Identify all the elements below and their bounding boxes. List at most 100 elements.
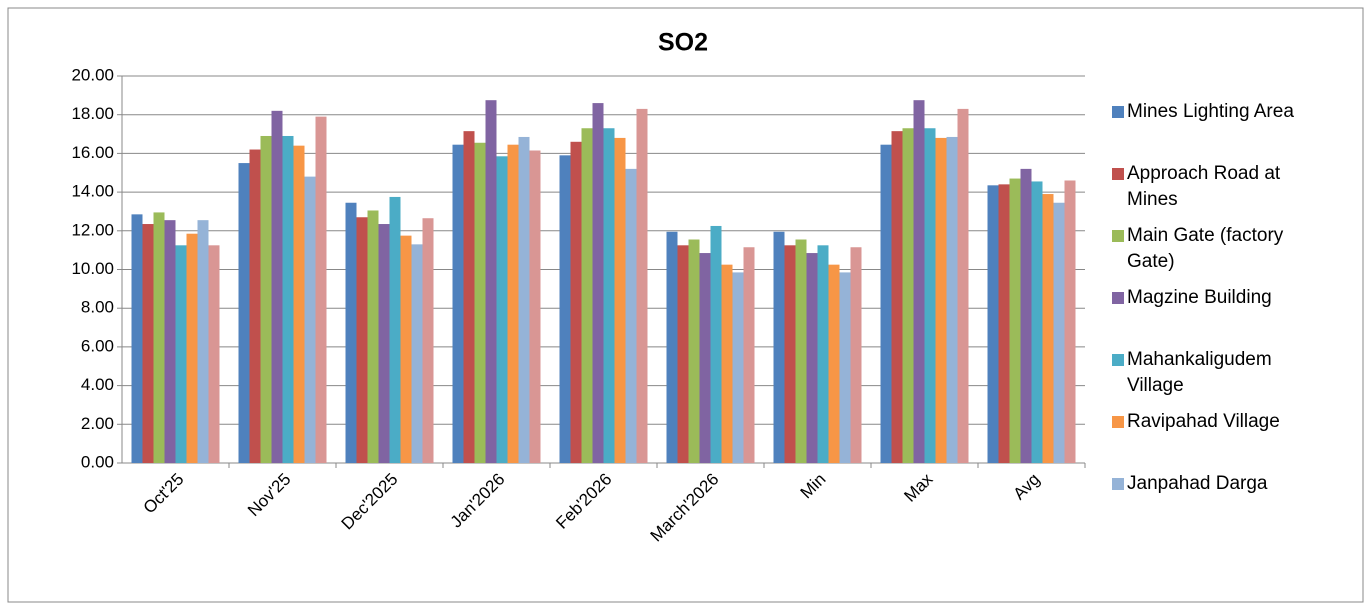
bar [411,244,423,463]
bar [175,245,187,463]
y-tick-label: 0.00 [81,452,114,471]
bar [345,202,357,463]
legend-label: Main Gate (factory Gate) [1127,225,1284,272]
bar [806,253,818,463]
bar [699,253,711,463]
bar [688,239,700,463]
bar [153,212,165,463]
bar [367,210,379,463]
bar [784,245,796,463]
bar [614,137,626,464]
legend-label: Approach Road at Mines [1127,163,1281,210]
legend-label: Janpahad Darga [1127,473,1268,494]
bar [400,235,412,463]
bar [186,233,198,463]
bar [474,142,486,463]
bar [197,220,209,463]
y-tick-label: 8.00 [81,298,114,317]
bar [249,149,261,463]
x-tick-label: Nov'25 [244,470,294,520]
bar [496,156,508,464]
bar [773,231,785,463]
bar [710,225,722,463]
bar [913,100,925,463]
bar [304,176,316,463]
legend-swatch [1112,416,1124,428]
legend-label: Mines Lighting Area [1127,101,1294,122]
legend-swatch [1112,354,1124,366]
bar [378,224,390,463]
bar [518,136,530,463]
bar [260,135,272,464]
bar [957,108,969,464]
legend-item: Mines Lighting Area [1112,99,1327,125]
legend-item: Approach Road at Mines [1112,161,1327,213]
bar [902,128,914,463]
bar [238,163,250,463]
x-tick-label: Feb'2026 [552,470,615,533]
bar [293,145,305,463]
bar [891,131,903,463]
bar [389,196,401,463]
y-tick-label: 20.00 [71,65,114,84]
legend-swatch [1112,230,1124,242]
bar [880,144,892,463]
bar [164,220,176,463]
bar [570,141,582,464]
y-tick-label: 2.00 [81,414,114,433]
legend-label: Mahankaligudem Village [1127,349,1272,396]
legend-item: Main Gate (factory Gate) [1112,223,1327,275]
bar [529,150,541,463]
bar [743,247,755,463]
bar [422,218,434,463]
chart-border [7,7,1364,603]
legend-label: Magzine Building [1127,287,1272,308]
bar [935,137,947,464]
y-tick-label: 14.00 [71,182,114,201]
bar [559,155,571,463]
x-tick-label: Avg [1010,470,1044,504]
legend-item: Mahankaligudem Village [1112,347,1327,399]
legend-swatch [1112,292,1124,304]
legend-item: Ravipahad Village [1112,409,1327,435]
bar [315,116,327,463]
bar [592,103,604,463]
bar [271,110,283,463]
y-tick-label: 6.00 [81,336,114,355]
bar [603,128,615,463]
bar [208,245,220,463]
bar [131,214,143,463]
bar [1009,178,1021,463]
y-tick-label: 16.00 [71,143,114,162]
bar [282,135,294,464]
bar [507,144,519,463]
bar [817,245,829,463]
y-tick-label: 4.00 [81,375,114,394]
x-tick-label: March'2026 [647,470,723,546]
legend-label: Ravipahad Village [1127,411,1280,432]
legend-swatch [1112,168,1124,180]
bar [795,239,807,463]
bar [987,185,999,463]
y-tick-label: 12.00 [71,220,114,239]
bar [924,128,936,463]
bar [677,245,689,463]
x-tick-label: Max [900,469,936,505]
legend-swatch [1112,106,1124,118]
bar [1053,202,1065,463]
bar [666,231,678,463]
bar [828,264,840,463]
bar [1031,181,1043,463]
bar [946,136,958,463]
bar [636,108,648,464]
bar [721,264,733,463]
x-tick-label: Dec'2025 [338,470,402,534]
bar [485,100,497,463]
bar [1042,194,1054,463]
y-tick-label: 10.00 [71,259,114,278]
x-tick-label: Min [797,470,830,503]
bar [463,131,475,463]
legend-item: Janpahad Darga [1112,471,1327,497]
